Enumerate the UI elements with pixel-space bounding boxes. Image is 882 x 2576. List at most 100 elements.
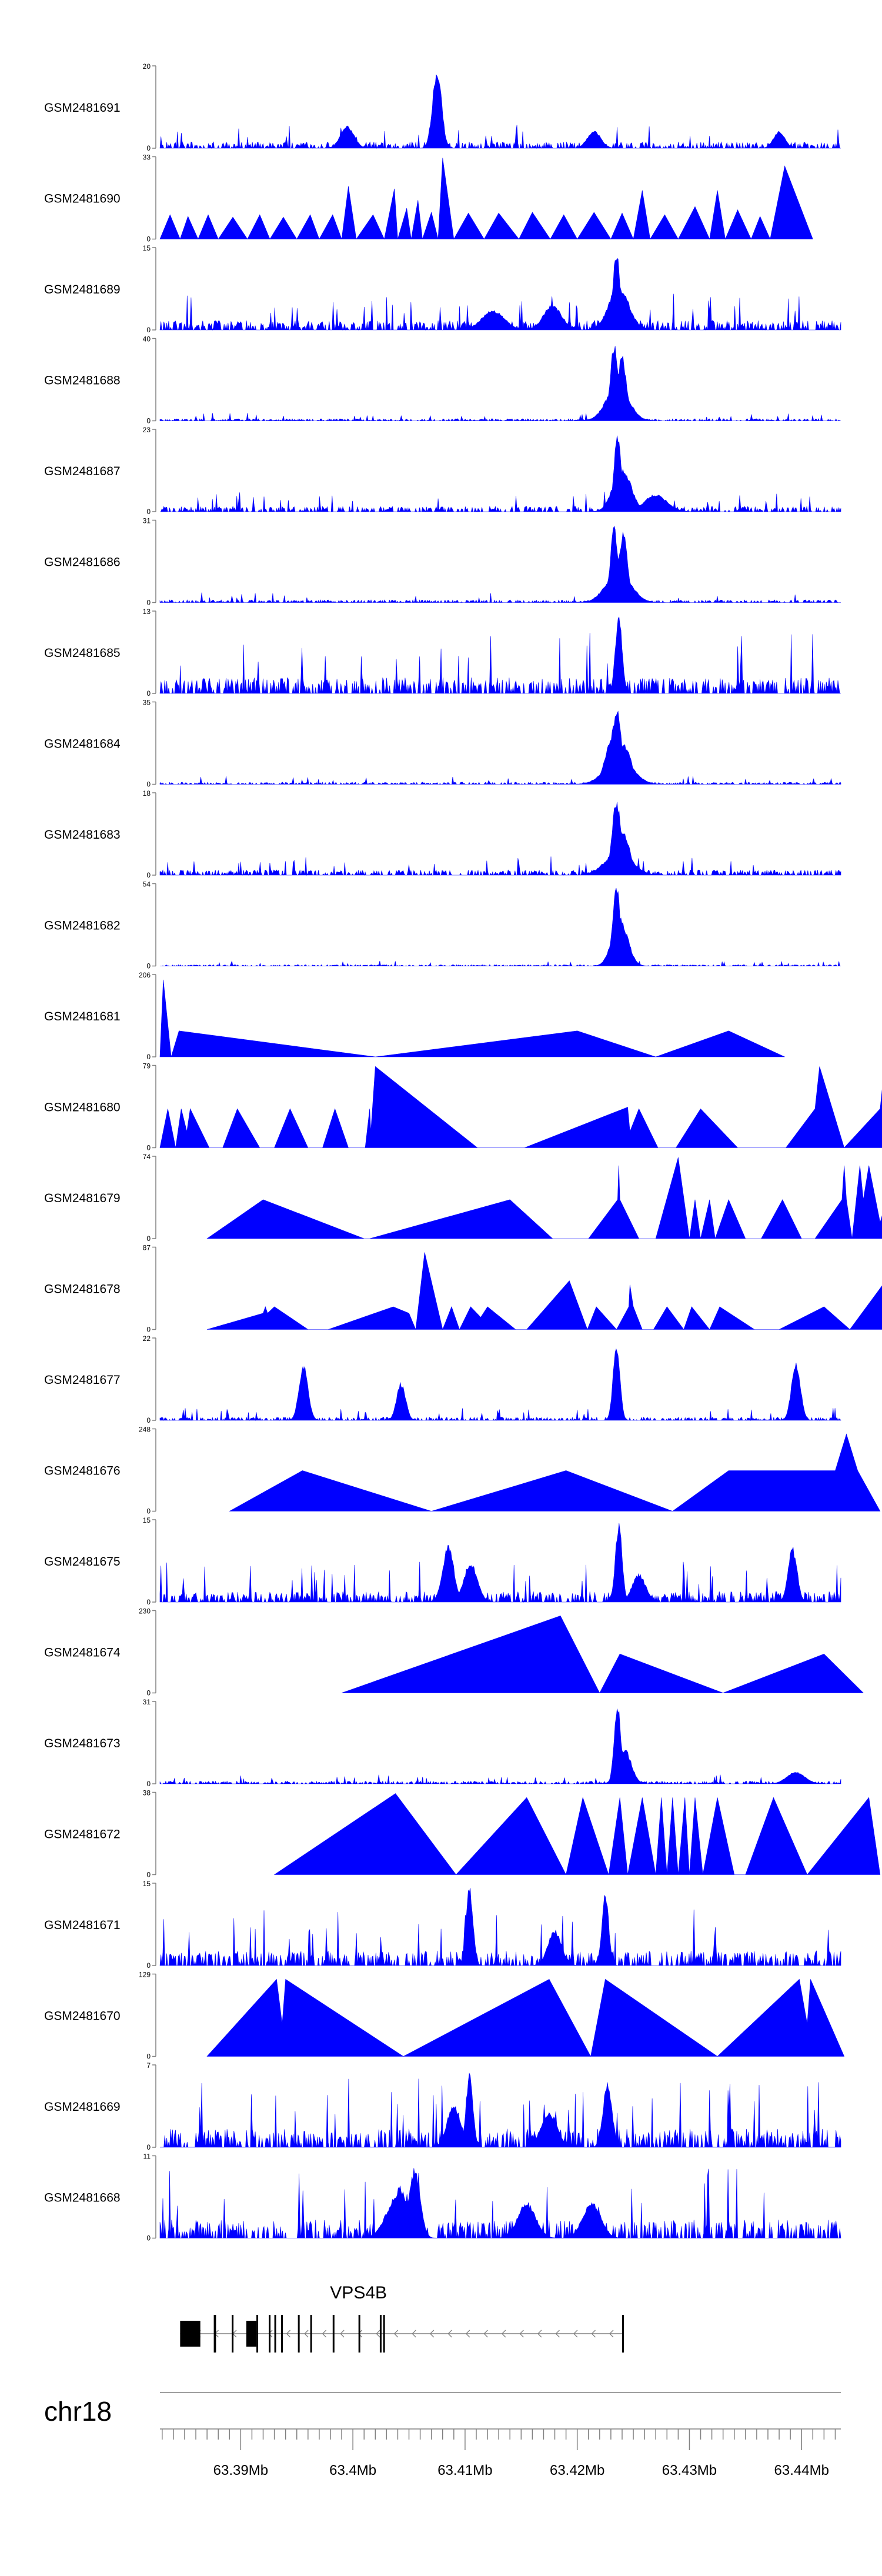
strand-arrow [591,2330,596,2338]
y-tick-label-max: 15 [143,1516,151,1524]
y-tick-label-zero: 0 [146,235,151,243]
y-tick-label-max: 74 [143,1153,151,1161]
y-tick-label-zero: 0 [146,599,151,607]
y-tick-label-max: 31 [143,1698,151,1706]
coverage-area [159,1523,841,1603]
coverage-area [229,1433,881,1511]
track-label: GSM2481686 [44,556,121,569]
y-tick-label-max: 206 [139,971,151,979]
track-label: GSM2481671 [44,1918,121,1932]
track-label: GSM2481684 [44,738,121,751]
y-tick-label-zero: 0 [146,962,151,970]
track-GSM2481689: GSM2481689 15 0 [44,244,841,334]
coverage-area [159,979,785,1057]
coverage-area [159,802,841,876]
y-tick-label-zero: 0 [146,689,151,698]
track-label: GSM2481690 [44,192,121,206]
y-tick-label-max: 54 [143,880,151,889]
y-tick-label-zero: 0 [146,871,151,879]
gene-exon [358,2315,360,2353]
track-label: GSM2481670 [44,2010,121,2023]
track-GSM2481690: GSM2481690 33 0 [44,154,813,243]
track-GSM2481691: GSM2481691 20 0 [44,62,841,152]
track-GSM2481679: GSM2481679 74 0 [44,1153,882,1243]
y-tick-label-max: 15 [143,244,151,252]
y-tick-label-max: 33 [143,154,151,162]
coverage-area [273,1793,881,1876]
y-tick-label-zero: 0 [146,1326,151,1334]
track-GSM2481678: GSM2481678 87 0 [44,1244,882,1334]
track-GSM2481676: GSM2481676 248 0 [44,1426,881,1516]
track-label: GSM2481678 [44,1283,121,1296]
strand-arrow [519,2330,524,2338]
coverage-area [159,1348,841,1422]
y-tick-label-zero: 0 [146,144,151,152]
coverage-area [159,1709,841,1785]
track-label: GSM2481685 [44,646,121,660]
track-GSM2481680: GSM2481680 79 0 [44,1062,882,1152]
track-label: GSM2481681 [44,1010,121,1023]
track-label: GSM2481669 [44,2100,121,2114]
y-tick-label-max: 7 [146,2061,151,2070]
y-tick-label-max: 15 [143,1880,151,1888]
y-tick-label-zero: 0 [146,1416,151,1424]
track-GSM2481671: GSM2481671 15 0 [44,1880,841,1970]
strand-arrow [501,2330,506,2338]
strand-arrow [268,2330,273,2338]
y-tick-label-max: 23 [143,426,151,434]
strand-arrow [609,2330,614,2338]
track-GSM2481668: GSM2481668 11 0 [44,2153,841,2243]
track-label: GSM2481691 [44,101,121,115]
track-GSM2481681: GSM2481681 206 0 [44,971,785,1061]
x-tick-label: 63.4Mb [329,2462,376,2478]
coverage-area [159,2168,841,2238]
x-tick-label: 63.42Mb [550,2462,604,2478]
track-GSM2481683: GSM2481683 18 0 [44,789,841,879]
y-tick-label-zero: 0 [146,2143,151,2151]
strand-arrow [376,2330,380,2338]
track-label: GSM2481680 [44,1101,121,1115]
strand-arrow [555,2330,560,2338]
y-tick-label-zero: 0 [146,1053,151,1061]
y-tick-label-max: 38 [143,1789,151,1797]
y-tick-label-zero: 0 [146,508,151,516]
gene-exon [274,2315,276,2353]
track-GSM2481675: GSM2481675 15 0 [44,1516,841,1606]
coverage-area [160,2073,841,2148]
x-tick-label: 63.43Mb [662,2462,717,2478]
strand-arrow [340,2330,345,2338]
track-label: GSM2481676 [44,1464,121,1478]
y-tick-label-zero: 0 [146,1598,151,1606]
coverage-area [342,1616,864,1694]
gene-track: VPS4B [180,2283,624,2353]
strand-arrow [412,2330,416,2338]
gene-exon [256,2315,259,2353]
track-GSM2481687: GSM2481687 23 0 [44,426,841,516]
track-GSM2481688: GSM2481688 40 0 [44,335,841,425]
coverage-area [207,1252,882,1330]
coverage-area [159,1066,882,1149]
y-tick-label-max: 129 [139,1971,151,1979]
coverage-area [159,346,841,422]
y-tick-label-zero: 0 [146,1234,151,1243]
track-GSM2481670: GSM2481670 129 0 [44,1971,845,2061]
track-GSM2481674: GSM2481674 230 0 [44,1607,864,1697]
track-GSM2481669: GSM2481669 7 0 [44,2061,841,2151]
strand-arrow [286,2330,291,2338]
strand-arrow [537,2330,542,2338]
gene-exon [379,2315,382,2353]
coverage-area [159,525,841,603]
gene-exon [298,2315,300,2353]
y-tick-label-max: 79 [143,1062,151,1070]
track-GSM2481685: GSM2481685 13 0 [44,608,841,698]
gene-exon [332,2315,335,2353]
gene-exon [281,2315,283,2353]
track-label: GSM2481668 [44,2191,121,2205]
coverage-area [159,616,841,694]
track-GSM2481684: GSM2481684 35 0 [44,699,841,789]
y-tick-label-zero: 0 [146,1689,151,1697]
coverage-area [159,710,841,785]
track-GSM2481677: GSM2481677 22 0 [44,1334,841,1424]
y-tick-label-max: 18 [143,789,151,798]
track-label: GSM2481689 [44,283,121,296]
